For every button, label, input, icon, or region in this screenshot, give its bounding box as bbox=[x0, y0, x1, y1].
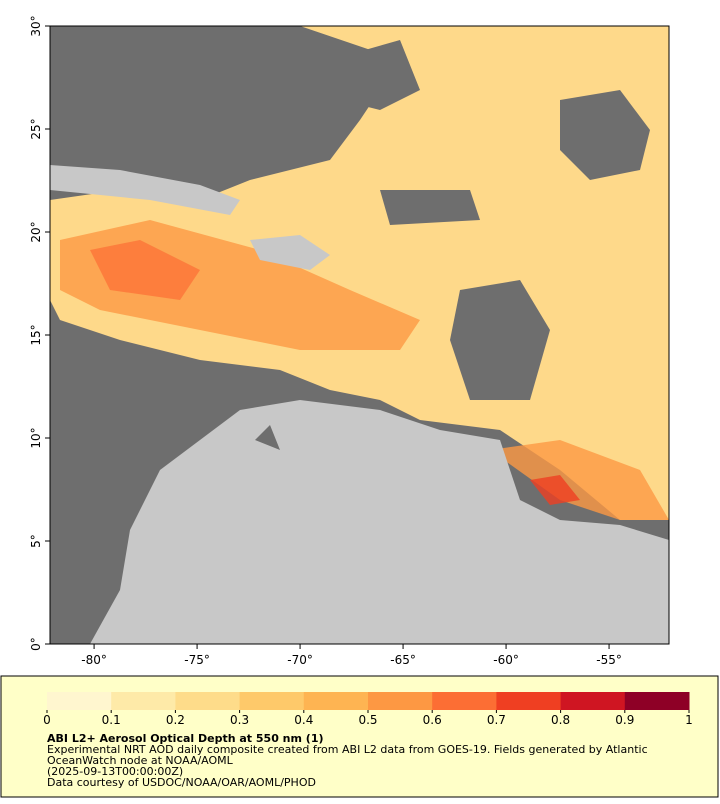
colorbar-swatch bbox=[496, 692, 562, 710]
colorbar-swatch bbox=[560, 692, 626, 710]
y-tick-label: 25° bbox=[29, 118, 43, 139]
colorbar-swatch bbox=[175, 692, 241, 710]
colorbar-tick-label: 0.9 bbox=[615, 713, 634, 727]
colorbar-tick-label: 0.3 bbox=[230, 713, 249, 727]
y-tick-label: 10° bbox=[29, 427, 43, 448]
colorbar-swatch bbox=[111, 692, 176, 710]
colorbar-tick-label: 0.7 bbox=[487, 713, 506, 727]
colorbar-tick-label: 0.4 bbox=[294, 713, 313, 727]
colorbar-tick-label: 0.2 bbox=[166, 713, 185, 727]
caption-line: Data courtesy of USDOC/NOAA/OAR/AOML/PHO… bbox=[47, 776, 316, 789]
x-tick-label: -75° bbox=[184, 653, 210, 667]
colorbar-swatch bbox=[432, 692, 497, 710]
colorbar-swatch bbox=[47, 692, 112, 710]
y-tick-label: 20° bbox=[29, 221, 43, 242]
colorbar-title: ABI L2+ Aerosol Optical Depth at 550 nm … bbox=[47, 732, 324, 745]
caption-line: OceanWatch node at NOAA/AOML bbox=[47, 754, 234, 767]
x-tick-label: -65° bbox=[390, 653, 416, 667]
y-tick-label: 0° bbox=[29, 637, 43, 651]
colorbar-swatch bbox=[239, 692, 305, 710]
x-tick-label: -70° bbox=[287, 653, 313, 667]
colorbar-tick-label: 1 bbox=[685, 713, 693, 727]
x-tick-label: -80° bbox=[81, 653, 107, 667]
y-tick-label: 15° bbox=[29, 324, 43, 345]
colorbar-swatch bbox=[368, 692, 433, 710]
colorbar-swatch bbox=[624, 692, 690, 710]
map-image bbox=[50, 26, 669, 644]
colorbar-tick-label: 0 bbox=[43, 713, 51, 727]
colorbar-swatch bbox=[303, 692, 369, 710]
caption-line: Experimental NRT AOD daily composite cre… bbox=[47, 743, 648, 756]
y-tick-label: 5° bbox=[29, 534, 43, 548]
y-tick-label: 30° bbox=[29, 15, 43, 36]
caption-line: (2025-09-13T00:00:00Z) bbox=[47, 765, 183, 778]
colorbar-tick-label: 0.1 bbox=[102, 713, 121, 727]
colorbar-tick-label: 0.8 bbox=[551, 713, 570, 727]
colorbar-tick-label: 0.5 bbox=[358, 713, 377, 727]
x-tick-label: -60° bbox=[493, 653, 519, 667]
x-tick-label: -55° bbox=[596, 653, 622, 667]
colorbar-tick-label: 0.6 bbox=[423, 713, 442, 727]
